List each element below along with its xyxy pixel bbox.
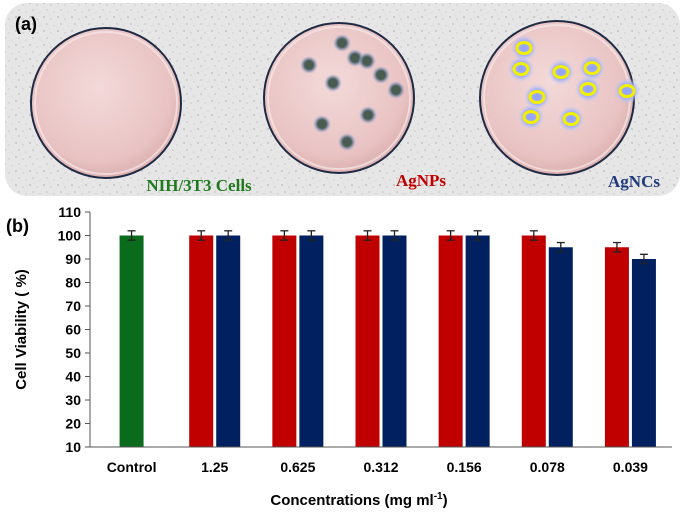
y-tick-label: 30: [65, 392, 81, 408]
x-axis-label-end: ): [443, 492, 448, 509]
dish-label-nih3t3: NIH/3T3 Cells: [146, 176, 252, 195]
x-tick-label: 0.625: [280, 459, 315, 475]
x-tick-label: 0.312: [363, 459, 398, 475]
x-tick-label: 1.25: [201, 459, 228, 475]
y-tick-label: 60: [65, 322, 81, 338]
x-tick-label: Control: [107, 459, 157, 475]
y-tick-label: 100: [58, 228, 82, 244]
agnp-particle: [313, 115, 331, 133]
agnc-particle: [579, 55, 605, 81]
bar: [189, 235, 214, 447]
y-tick-label: 110: [58, 204, 81, 220]
y-tick-label: 50: [65, 345, 81, 361]
agnc-particle: [518, 104, 544, 130]
agnp-particle: [372, 66, 390, 84]
agnc-particle: [614, 78, 640, 104]
dish-label-agncs: AgNCs: [608, 172, 660, 191]
bars: [119, 235, 656, 447]
bar: [355, 235, 380, 447]
agnp-particle: [333, 34, 351, 52]
bar: [119, 235, 144, 447]
agnp-particle: [300, 56, 318, 74]
agnc-particle: [558, 106, 584, 132]
bar: [272, 235, 297, 447]
y-tick-label: 90: [65, 251, 81, 267]
agnp-particle: [338, 133, 356, 151]
dish-agncs: [479, 20, 635, 176]
agnp-particle: [387, 81, 405, 99]
x-axis-label-sup: -1: [434, 491, 443, 502]
agnc-particle: [575, 76, 601, 102]
y-axis-label: Cell Viability ( %): [13, 269, 30, 390]
agnc-particle: [524, 84, 550, 110]
y-tick-label: 20: [65, 416, 81, 432]
x-tick-label: 0.078: [530, 459, 565, 475]
x-axis-label-main: Concentrations (mg ml: [270, 492, 433, 509]
y-tick-label: 10: [65, 439, 81, 455]
x-axis-label: Concentrations (mg ml-1): [270, 491, 447, 509]
y-tick-label: 70: [65, 298, 81, 314]
bar: [382, 235, 407, 447]
error-bars: [127, 230, 648, 265]
agnc-particles: [508, 35, 640, 132]
panel-b-label: (b): [6, 216, 29, 236]
x-tick-labels: Control 1.25 0.625 0.312 0.156 0.078 0.039: [107, 459, 648, 475]
agnp-particle: [324, 74, 342, 92]
dish-label-agnps: AgNPs: [396, 171, 446, 190]
bar: [521, 235, 546, 447]
agnp-particles: [300, 34, 405, 151]
bar: [548, 247, 573, 447]
bar: [299, 235, 324, 447]
dish-nih3t3: [30, 27, 182, 179]
bar: [604, 247, 629, 447]
y-axis-ticks: 10 20 30 40 50 60 70 80 90 100 110: [58, 204, 90, 455]
bar: [465, 235, 490, 447]
bar: [216, 235, 241, 447]
agnp-particle: [359, 106, 377, 124]
agnp-particle: [358, 52, 376, 70]
bar: [438, 235, 463, 447]
y-tick-label: 40: [65, 369, 81, 385]
agnc-particle: [511, 35, 537, 61]
x-tick-label: 0.156: [447, 459, 482, 475]
panel-a-label: (a): [15, 14, 37, 34]
bar: [631, 259, 656, 447]
agnc-particle: [508, 56, 534, 82]
viability-chart: 10 20 30 40 50 60 70 80 90 100 110 Control 1.25 0.62…: [13, 204, 672, 509]
y-tick-label: 80: [65, 275, 81, 291]
agnc-particle: [548, 59, 574, 85]
x-tick-label: 0.039: [613, 459, 648, 475]
